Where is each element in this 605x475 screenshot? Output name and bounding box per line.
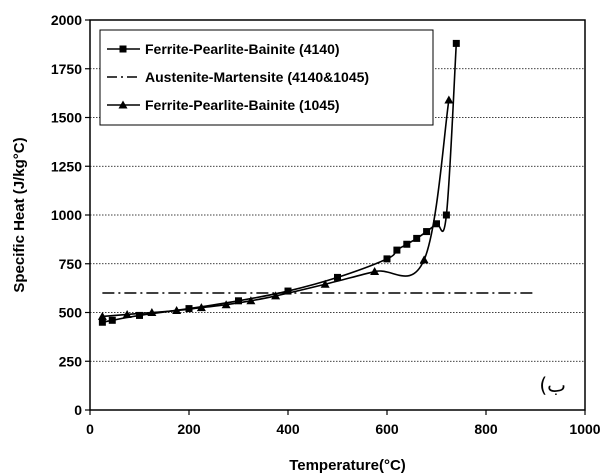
data-point — [108, 316, 116, 324]
data-point — [98, 318, 106, 326]
data-point — [271, 291, 281, 300]
y-tick-label: 1750 — [51, 61, 82, 77]
y-tick-label: 1500 — [51, 110, 82, 126]
series-3 — [97, 95, 454, 320]
data-point — [196, 303, 206, 312]
y-tick-label: 500 — [59, 305, 83, 321]
data-point — [423, 228, 431, 236]
data-point — [452, 39, 460, 47]
legend-label: Austenite-Martensite (4140&1045) — [145, 69, 369, 85]
data-point — [403, 240, 411, 248]
y-tick-label: 0 — [74, 402, 82, 418]
legend-item: Ferrite-Pearlite-Bainite (1045) — [107, 97, 340, 113]
series-line — [102, 99, 450, 318]
data-point — [221, 300, 231, 309]
data-point — [147, 308, 157, 316]
data-point — [172, 306, 182, 315]
x-axis-ticks: 0 200 400 600 800 1000 — [86, 410, 601, 437]
series-layer — [97, 39, 536, 326]
x-tick-label: 1000 — [569, 421, 600, 437]
panel-annotation: (ب — [539, 373, 566, 397]
legend-swatch-marker — [119, 45, 127, 53]
legend-label: Ferrite-Pearlite-Bainite (4140) — [145, 41, 340, 57]
x-tick-label: 800 — [474, 421, 498, 437]
data-point — [97, 311, 107, 320]
y-axis-ticks: 0 250 500 750 1000 1250 1500 1750 2000 — [51, 12, 90, 418]
data-point — [334, 273, 341, 281]
legend: Ferrite-Pearlite-Bainite (4140) Austenite… — [99, 29, 434, 126]
data-point — [122, 309, 132, 318]
data-point — [235, 297, 242, 305]
x-axis-label: Temperature(°C) — [289, 457, 406, 474]
legend-item: Austenite-Martensite (4140&1045) — [107, 69, 369, 85]
data-point — [370, 267, 380, 276]
y-tick-label: 2000 — [51, 12, 82, 28]
data-point — [246, 296, 256, 305]
y-tick-label: 750 — [59, 256, 83, 272]
y-tick-label: 1000 — [51, 207, 82, 223]
data-point — [433, 220, 440, 228]
data-point — [419, 255, 429, 264]
legend-box — [99, 29, 434, 126]
data-point — [413, 234, 421, 242]
data-point — [444, 95, 454, 104]
y-tick-label: 1250 — [51, 158, 82, 174]
y-axis-label: Specific Heat (J/kg°C) — [11, 137, 28, 292]
data-point — [442, 211, 450, 219]
data-point — [136, 311, 143, 319]
x-tick-label: 400 — [276, 421, 300, 437]
data-point — [284, 287, 292, 295]
y-tick-label: 250 — [59, 353, 83, 369]
legend-swatch-marker — [118, 100, 128, 109]
x-tick-label: 600 — [375, 421, 399, 437]
x-tick-label: 0 — [86, 421, 94, 437]
data-point — [393, 246, 401, 254]
data-point — [383, 255, 391, 263]
x-tick-label: 200 — [177, 421, 201, 437]
data-point — [320, 279, 330, 288]
legend-item: Ferrite-Pearlite-Bainite (4140) — [107, 41, 340, 57]
legend-label: Ferrite-Pearlite-Bainite (1045) — [145, 97, 340, 113]
